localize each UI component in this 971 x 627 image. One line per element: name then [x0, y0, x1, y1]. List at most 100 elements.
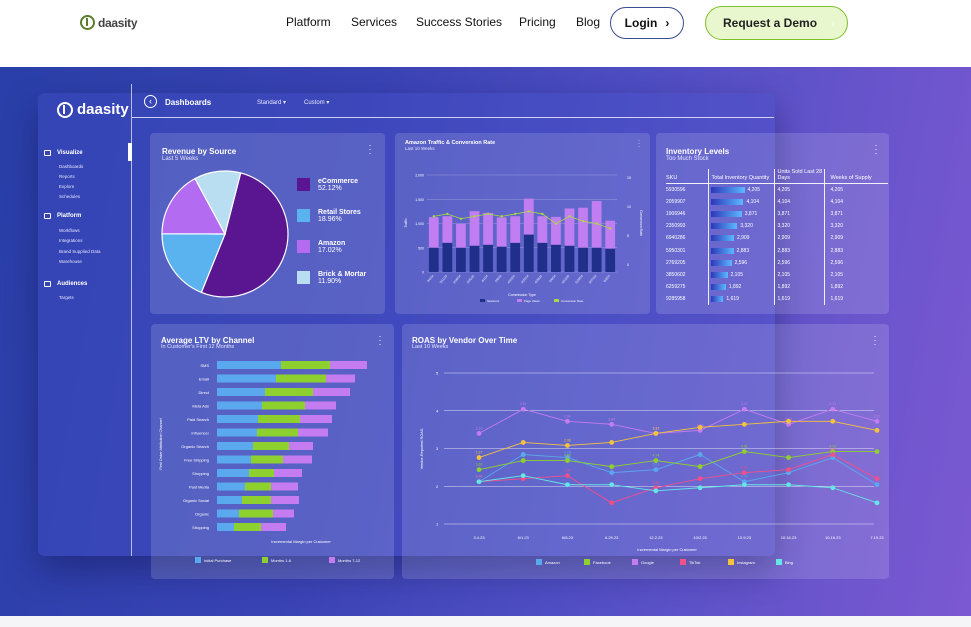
custom-dropdown[interactable]: Custom ▾ — [304, 100, 330, 106]
site-logo[interactable]: daasity — [80, 15, 138, 30]
sidebar-item-explore[interactable]: Explore — [59, 184, 75, 189]
nav-link-success-stories[interactable]: Success Stories — [416, 15, 503, 29]
sidebar-item-brand-supplied-data[interactable]: Brand Supplied Data — [59, 249, 101, 254]
column-header: Weeks of Supply — [824, 169, 888, 184]
sidebar-section-platform[interactable]: Platform — [44, 213, 81, 219]
amazon-traffic-card: Amazon Traffic & Conversion Rate Last 10… — [395, 133, 650, 314]
roas-card: ROAS by Vendor Over Time Last 10 Weeks ·… — [402, 324, 889, 579]
weeks-of-supply-cell: 2,883 — [830, 247, 844, 254]
standard-dropdown[interactable]: Standard ▾ — [257, 100, 287, 106]
x-tick-label: 10.16.23 — [825, 535, 841, 540]
x-axis-label: Incremental Margin per Customer — [271, 539, 331, 544]
category-label: Email — [199, 377, 209, 382]
roas-line-bing — [478, 475, 878, 504]
bar-months-1-6 — [239, 509, 273, 518]
quantity-cell: 2,596 — [708, 256, 775, 269]
roas-point — [786, 418, 791, 424]
sidebar-item-dashboards[interactable]: Dashboards — [59, 164, 84, 169]
bar-page-views — [428, 217, 439, 248]
x-tick-label: 6/8.23 — [562, 535, 574, 540]
bar-initial-purchase — [217, 469, 249, 477]
sidebar-section-audiences[interactable]: Audiences — [44, 281, 87, 287]
weeks-of-supply-cell: 4,205 — [830, 186, 844, 193]
roas-point-label: 3.42 — [652, 426, 659, 430]
x-tick-label: 7.19.23 — [870, 535, 884, 540]
roas-point-label: 2.64 — [564, 414, 571, 418]
nav-link-services[interactable]: Services — [351, 15, 398, 29]
y-axis-label: First Order Attribution Channel — [159, 418, 163, 469]
login-button[interactable]: Login › — [610, 7, 684, 39]
category-label: SMS — [200, 363, 209, 368]
conversion-rate-point — [486, 212, 490, 216]
dropdown-label: Custom — [304, 100, 325, 106]
sidebar-item-integrations[interactable]: Integrations — [59, 238, 83, 243]
category-label: Organic Social — [183, 498, 209, 503]
x-tick-label: 4/22/24 — [520, 274, 530, 284]
bar-page-views — [496, 217, 507, 247]
conversion-rate-point — [609, 227, 612, 230]
conversion-rate-point — [595, 222, 598, 225]
legend-value: 52.12% — [318, 185, 342, 192]
nav-link-blog[interactable]: Blog — [576, 15, 601, 29]
legend-label: Months 1-6 — [271, 558, 292, 563]
conversion-rate-point — [432, 215, 435, 218]
back-arrow-icon[interactable]: ‹ — [144, 95, 157, 108]
legend-swatch — [680, 559, 686, 565]
request-demo-button[interactable]: Request a Demo › — [705, 6, 848, 40]
table-row: 3850602 2,105 2,105 2,105 — [666, 268, 888, 281]
x-tick-label: 4/1/24 — [480, 274, 489, 283]
x-axis-label: Incremental Margin per Customer — [637, 547, 697, 552]
quantity-cell: 3,871 — [708, 207, 775, 221]
more-options-icon[interactable]: · · · — [874, 140, 878, 158]
sidebar-item-workflows[interactable]: Workflows — [59, 228, 80, 233]
bar-page-views — [605, 220, 616, 249]
category-label: Paid Media — [189, 485, 210, 490]
x-tick-label: 10.16.23 — [781, 535, 797, 540]
right-axis-tick: 10 — [627, 205, 631, 209]
bar-sessions — [523, 234, 534, 272]
legend-swatch — [554, 299, 559, 302]
x-tick-label: 5/27/24 — [588, 274, 598, 284]
sidebar-section-label: Audiences — [57, 281, 88, 287]
bar-initial-purchase — [217, 482, 245, 491]
sidebar-item-targets[interactable]: Targets — [59, 295, 74, 300]
ltv-bar-chart: SMS Email Direct Meta Ads Paid Search Influen… — [159, 361, 367, 563]
roas-point — [874, 427, 880, 433]
more-options-icon[interactable]: · · · — [873, 331, 877, 349]
legend-swatch — [728, 559, 734, 565]
right-axis-tick: 5 — [627, 234, 629, 238]
roas-line-instagram — [478, 420, 878, 458]
more-options-icon[interactable]: · · · — [378, 331, 382, 349]
sidebar-item-warehouse[interactable]: Warehouse — [59, 259, 82, 264]
average-ltv-card: Average LTV by Channel In Customer's Fir… — [151, 324, 394, 579]
roas-point — [830, 485, 836, 491]
sku-cell: 2769205 — [666, 256, 709, 269]
table-row: 9285958 1,619 1,619 1,619 — [666, 293, 888, 306]
column-header: Total Inventory Quantity — [708, 169, 775, 184]
quantity-bar-wrap: 2,909 — [709, 235, 774, 242]
legend-label: Months 7-12 — [338, 558, 361, 563]
sidebar-item-schedules[interactable]: Schedules — [59, 194, 81, 199]
bar-sessions — [496, 246, 507, 272]
bar-sessions — [483, 244, 493, 272]
quantity-bar — [710, 247, 734, 254]
sku-cell: 2350993 — [666, 220, 709, 233]
nav-link-platform[interactable]: Platform — [286, 15, 331, 29]
quantity-cell: 4,104 — [708, 195, 775, 208]
more-options-icon[interactable]: · · · — [638, 138, 640, 150]
sku-cell: 1906946 — [666, 207, 709, 221]
chevron-right-icon: › — [831, 16, 836, 30]
roas-point — [565, 482, 570, 488]
quantity-value: 4,104 — [746, 198, 759, 205]
page-footer-strip — [0, 616, 971, 627]
weeks-of-supply-cell: 1,619 — [830, 296, 844, 303]
table-row: 6259275 1,892 1,892 1,892 — [666, 281, 888, 294]
more-options-icon[interactable]: · · · — [368, 140, 372, 158]
sidebar-item-reports[interactable]: Reports — [59, 174, 75, 179]
bar-initial-purchase — [217, 388, 265, 396]
y-tick-label: 1 — [436, 522, 439, 527]
sku-cell: 2059907 — [666, 195, 709, 208]
sidebar-section-visualize[interactable]: Visualize — [44, 150, 83, 156]
quantity-cell: 1,619 — [708, 293, 775, 306]
nav-link-pricing[interactable]: Pricing — [519, 15, 556, 29]
